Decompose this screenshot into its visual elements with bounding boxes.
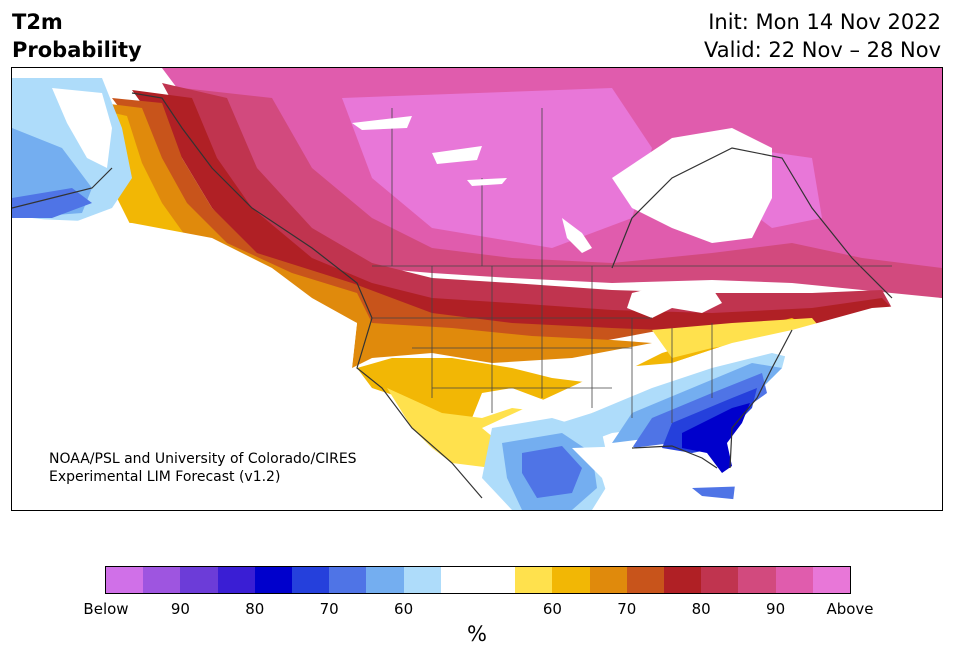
band-65 <box>102 103 652 368</box>
colorbar-cell <box>478 567 516 593</box>
colorbar-cell <box>143 567 181 593</box>
colorbar-tick-label: 70 <box>319 600 339 618</box>
probability-colorbar <box>105 566 851 594</box>
pacific-ocean <box>12 218 482 510</box>
colorbar-tick-label: 90 <box>766 600 786 618</box>
colorbar-tick-label: 60 <box>394 600 414 618</box>
band-70 <box>112 98 662 343</box>
colorbar-cell <box>738 567 776 593</box>
map-title: T2m Probability <box>12 8 142 64</box>
map-title-line2: Probability <box>12 38 142 62</box>
ne-55 <box>652 318 822 358</box>
forecast-dates: Init: Mon 14 Nov 2022 Valid: 22 Nov – 28… <box>704 8 941 64</box>
colorbar-cell <box>701 567 739 593</box>
map-title-line1: T2m <box>12 10 63 34</box>
colorbar-cell <box>254 567 293 593</box>
colorbar-cell <box>626 567 665 593</box>
band-80 <box>162 83 892 316</box>
colorbar-tick-label: 80 <box>691 600 711 618</box>
valid-range: Valid: 22 Nov – 28 Nov <box>704 38 941 62</box>
colorbar-tick-label: Below <box>83 600 129 618</box>
colorbar-cell <box>329 567 367 593</box>
se-cold-75 <box>682 403 750 473</box>
map-svg <box>12 68 942 510</box>
colorbar-cell <box>403 567 441 593</box>
colorbar-cell <box>552 567 590 593</box>
colorbar-cell <box>812 567 851 593</box>
state-borders <box>372 108 892 423</box>
init-date: Init: Mon 14 Nov 2022 <box>708 10 941 34</box>
lake-markers <box>352 116 592 253</box>
colorbar-unit: % <box>467 622 487 646</box>
colorbar-tick-label: 80 <box>245 600 265 618</box>
credit-line2: Experimental LIM Forecast (v1.2) <box>49 469 281 485</box>
hudson-bay <box>612 128 772 243</box>
band-85 <box>182 88 942 298</box>
atlantic <box>732 303 942 510</box>
alaska-neutral <box>52 88 112 168</box>
colorbar-cell <box>366 567 404 593</box>
arctic-islands <box>652 68 942 108</box>
colorbar-tick-label: 90 <box>170 600 190 618</box>
band-75 <box>132 90 892 330</box>
colorbar-tick-label: 60 <box>542 600 562 618</box>
colorbar-cell <box>664 567 702 593</box>
probability-map <box>11 67 943 511</box>
canada-above-core <box>342 88 652 248</box>
colorbar-tick-label: 70 <box>617 600 637 618</box>
colorbar-cell <box>440 567 479 593</box>
aleutian-cold <box>12 188 92 218</box>
colorbar-cell <box>217 567 255 593</box>
gulf-of-mexico <box>572 446 672 510</box>
colorbar-cell <box>292 567 330 593</box>
colorbar-cell <box>180 567 218 593</box>
forecast-credit: NOAA/PSL and University of Colorado/CIRE… <box>49 450 357 486</box>
colorbar-cell <box>515 567 553 593</box>
colorbar-cell <box>589 567 627 593</box>
colorbar-cell <box>775 567 813 593</box>
great-lakes <box>627 283 722 318</box>
credit-line1: NOAA/PSL and University of Colorado/CIRE… <box>49 451 357 467</box>
colorbar-tick-label: Above <box>826 600 874 618</box>
mexico-cold-65 <box>522 446 582 498</box>
colorbar-cell <box>106 567 144 593</box>
coastlines <box>12 92 893 499</box>
se-cold-65 <box>632 373 767 448</box>
